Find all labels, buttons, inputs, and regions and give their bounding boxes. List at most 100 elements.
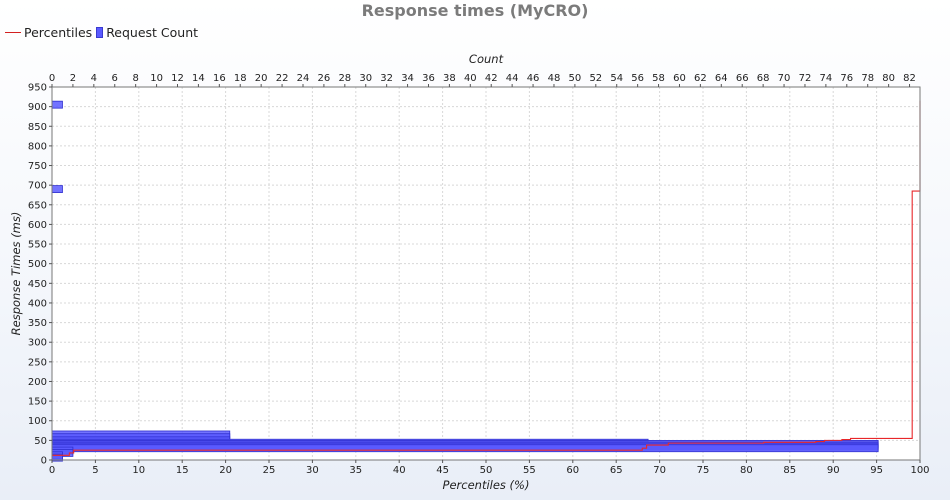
x-top-tick-label: 22 (276, 73, 289, 84)
x-axis-bottom-title: Percentiles (%) (443, 478, 530, 492)
y-tick-label: 600 (28, 220, 47, 231)
x-bottom-tick-label: 10 (132, 465, 145, 476)
x-bottom-tick-label: 95 (870, 465, 883, 476)
x-top-tick-label: 0 (49, 73, 55, 84)
y-tick-label: 350 (28, 318, 47, 329)
x-top-tick-label: 46 (527, 73, 540, 84)
x-bottom-tick-label: 90 (827, 465, 840, 476)
x-top-tick-label: 82 (903, 73, 916, 84)
y-axis-title: Response Times (ms) (9, 212, 23, 336)
y-tick-label: 800 (28, 141, 47, 152)
x-top-tick-label: 40 (464, 73, 477, 84)
y-tick-label: 250 (28, 357, 47, 368)
x-top-tick-label: 10 (150, 73, 163, 84)
y-tick-label: 900 (28, 102, 47, 113)
y-tick-label: 50 (34, 436, 47, 447)
x-top-tick-label: 38 (443, 73, 456, 84)
x-top-tick-label: 64 (715, 73, 728, 84)
x-top-tick-label: 36 (422, 73, 435, 84)
x-bottom-tick-label: 50 (480, 465, 493, 476)
x-top-tick-label: 52 (589, 73, 602, 84)
plot-background (52, 87, 920, 460)
x-top-tick-label: 30 (359, 73, 372, 84)
x-top-tick-label: 32 (380, 73, 393, 84)
percentiles-line (52, 100, 921, 456)
x-top-tick-label: 2 (70, 73, 76, 84)
y-tick-label: 300 (28, 338, 47, 349)
axes: 0 5 10 15 20 25 30 35 40 45 50 55 60 65 70 75 80 85 90 95 10… (28, 73, 930, 476)
x-axis-top-title: Count (469, 52, 504, 66)
x-top-tick-label: 74 (820, 73, 833, 84)
y-tick-label: 500 (28, 259, 47, 270)
x-top-tick-label: 16 (213, 73, 226, 84)
x-bottom-tick-label: 30 (306, 465, 319, 476)
x-top-tick-label: 60 (673, 73, 686, 84)
x-top-tick-label: 76 (840, 73, 853, 84)
x-top-tick-label: 6 (112, 73, 118, 84)
y-tick-label: 750 (28, 161, 47, 172)
x-bottom-tick-label: 65 (610, 465, 623, 476)
legend-item-request-count: Request Count (96, 25, 198, 40)
x-bottom-tick-label: 40 (393, 465, 406, 476)
x-bottom-tick-label: 60 (566, 465, 579, 476)
y-tick-label: 200 (28, 377, 47, 388)
x-top-tick-label: 26 (318, 73, 331, 84)
y-tick-label: 150 (28, 397, 47, 408)
x-top-tick-label: 18 (234, 73, 247, 84)
x-top-tick-label: 54 (610, 73, 623, 84)
y-tick-label: 550 (28, 240, 47, 251)
x-top-tick-label: 68 (757, 73, 770, 84)
x-top-tick-label: 28 (338, 73, 351, 84)
x-bottom-tick-label: 85 (783, 465, 796, 476)
x-bottom-tick-label: 35 (349, 465, 362, 476)
y-tick-label: 0 (41, 456, 47, 467)
x-top-tick-label: 42 (485, 73, 498, 84)
chart-title: Response times (MyCRO) (361, 1, 589, 20)
x-top-tick-label: 20 (255, 73, 268, 84)
x-top-tick-label: 66 (736, 73, 749, 84)
y-tick-label: 650 (28, 200, 47, 211)
legend: Percentiles Request Count (5, 23, 202, 41)
x-bottom-tick-label: 55 (523, 465, 536, 476)
legend-item-percentiles: Percentiles (5, 25, 92, 40)
percentiles-swatch (5, 31, 21, 33)
x-top-tick-label: 58 (652, 73, 665, 84)
x-bottom-tick-label: 75 (697, 465, 710, 476)
x-bottom-tick-label: 20 (219, 465, 232, 476)
x-bottom-tick-label: 45 (436, 465, 449, 476)
x-bottom-tick-label: 5 (92, 465, 98, 476)
x-bottom-tick-label: 25 (263, 465, 276, 476)
x-top-tick-label: 12 (171, 73, 184, 84)
y-tick-label: 700 (28, 181, 47, 192)
request-count-swatch (96, 26, 104, 38)
x-bottom-tick-label: 80 (740, 465, 753, 476)
request-count-bar (51, 185, 63, 193)
x-top-tick-label: 80 (882, 73, 895, 84)
x-bottom-tick-label: 100 (910, 465, 929, 476)
x-bottom-tick-label: 70 (653, 465, 666, 476)
x-top-tick-label: 24 (297, 73, 310, 84)
x-top-tick-label: 70 (778, 73, 791, 84)
legend-label-percentiles: Percentiles (24, 24, 93, 40)
y-tick-label: 100 (28, 416, 47, 427)
x-bottom-tick-label: 15 (176, 465, 189, 476)
x-bottom-tick-label: 0 (49, 465, 55, 476)
y-tick-label: 400 (28, 298, 47, 309)
x-top-tick-label: 14 (192, 73, 205, 84)
x-top-tick-label: 62 (694, 73, 707, 84)
y-tick-label: 450 (28, 279, 47, 290)
x-top-tick-label: 72 (799, 73, 812, 84)
x-top-tick-label: 50 (569, 73, 582, 84)
percentiles-series (52, 100, 921, 456)
x-top-tick-label: 48 (548, 73, 561, 84)
x-top-tick-label: 56 (631, 73, 644, 84)
x-top-tick-label: 44 (506, 73, 519, 84)
x-top-tick-label: 8 (132, 73, 138, 84)
x-top-tick-label: 78 (861, 73, 874, 84)
request-count-bar (51, 100, 63, 109)
x-top-tick-label: 34 (401, 73, 414, 84)
legend-label-request-count: Request Count (106, 24, 199, 40)
grid (51, 86, 921, 461)
y-tick-label: 850 (28, 122, 47, 133)
